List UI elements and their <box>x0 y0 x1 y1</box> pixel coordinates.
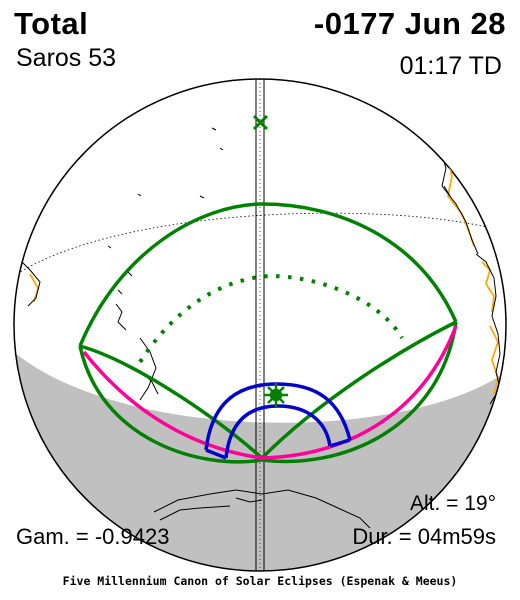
eclipse-time: 01:17 TD <box>399 52 502 80</box>
saros-number: Saros 53 <box>16 44 117 72</box>
sun-altitude: Alt. = 19° <box>409 492 496 515</box>
night-side-shading <box>14 352 506 571</box>
max-eclipse-dotted-line <box>138 273 404 364</box>
equator-line <box>14 212 506 277</box>
eclipse-date: -0177 Jun 28 <box>313 6 506 41</box>
subsolar-point-cross-marker <box>252 114 269 131</box>
eclipse-type-title: Total <box>14 6 89 41</box>
footer-credit: Five Millennium Canon of Solar Eclipses … <box>62 574 458 588</box>
central-line <box>82 325 458 460</box>
gamma-value: Gam. = -0.9423 <box>16 524 170 549</box>
greatest-eclipse-star-marker <box>264 383 288 407</box>
duration-value: Dur. = 04m59s <box>352 524 496 549</box>
